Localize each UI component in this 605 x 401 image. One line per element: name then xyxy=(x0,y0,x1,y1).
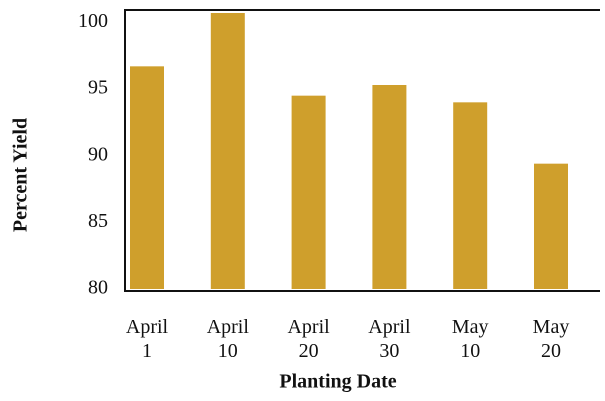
x-tick-label: May 10 xyxy=(451,316,489,362)
y-tick-label: 100 xyxy=(78,10,108,32)
x-tick-label: April 1 xyxy=(125,316,169,362)
x-tick-label: April 20 xyxy=(287,316,330,362)
y-tick-label: 85 xyxy=(88,210,108,232)
bar xyxy=(130,66,164,289)
y-tick-label: 90 xyxy=(88,143,108,165)
x-tick-label: May 20 xyxy=(532,316,570,362)
x-tick-label: April 10 xyxy=(206,316,249,362)
x-axis-label: Planting Date xyxy=(279,371,396,393)
x-tick-label: April 30 xyxy=(368,316,411,362)
y-tick-label: 95 xyxy=(88,77,108,99)
bar xyxy=(291,95,326,290)
y-axis-label: Percent Yield xyxy=(10,118,32,232)
bar xyxy=(453,102,488,289)
bar xyxy=(210,13,245,289)
y-tick-label: 80 xyxy=(88,277,108,299)
bar xyxy=(534,163,568,289)
bar xyxy=(372,85,407,289)
